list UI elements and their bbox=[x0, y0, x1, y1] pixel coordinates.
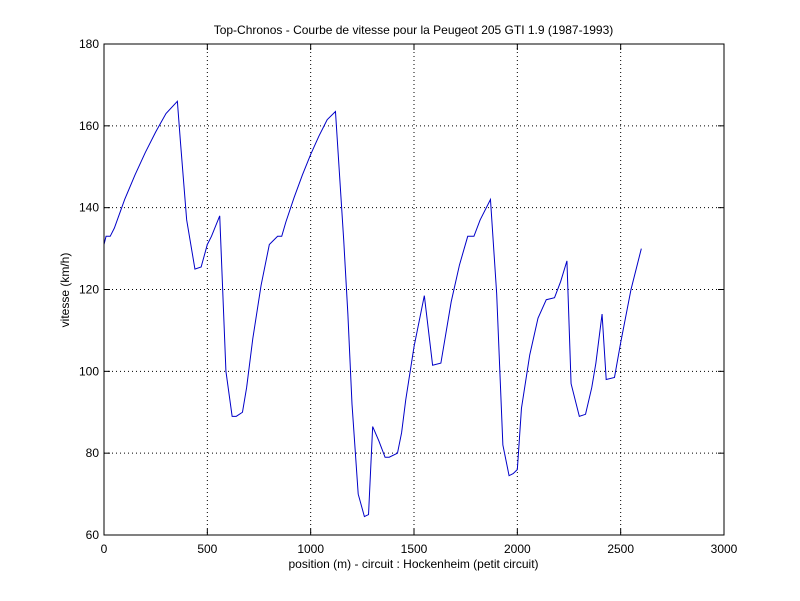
y-tick-label: 160 bbox=[79, 119, 99, 133]
y-tick-label: 120 bbox=[79, 283, 99, 297]
x-tick-label: 1000 bbox=[297, 542, 324, 556]
grid bbox=[104, 44, 724, 535]
y-axis-label: vitesse (km/h) bbox=[58, 253, 72, 328]
x-tick-label: 2500 bbox=[607, 542, 634, 556]
x-tick-label: 500 bbox=[197, 542, 217, 556]
y-tick-label: 180 bbox=[79, 37, 99, 51]
y-tick-label: 60 bbox=[86, 528, 100, 542]
chart-title: Top-Chronos - Courbe de vitesse pour la … bbox=[214, 23, 614, 37]
y-tick-label: 140 bbox=[79, 201, 99, 215]
x-tick-label: 0 bbox=[101, 542, 108, 556]
tick-marks bbox=[103, 43, 725, 536]
x-tick-label: 1500 bbox=[401, 542, 428, 556]
y-tick-label: 80 bbox=[86, 446, 100, 460]
y-tick-label: 100 bbox=[79, 364, 99, 378]
speed-series-line bbox=[103, 100, 642, 518]
x-axis-label: position (m) - circuit : Hockenheim (pet… bbox=[288, 557, 538, 571]
y-tick-labels: 60 80 100 120 140 160 180 bbox=[79, 37, 99, 542]
x-tick-labels: 0 500 1000 1500 2000 2500 3000 bbox=[101, 542, 738, 556]
x-tick-label: 3000 bbox=[711, 542, 738, 556]
x-tick-label: 2000 bbox=[504, 542, 531, 556]
